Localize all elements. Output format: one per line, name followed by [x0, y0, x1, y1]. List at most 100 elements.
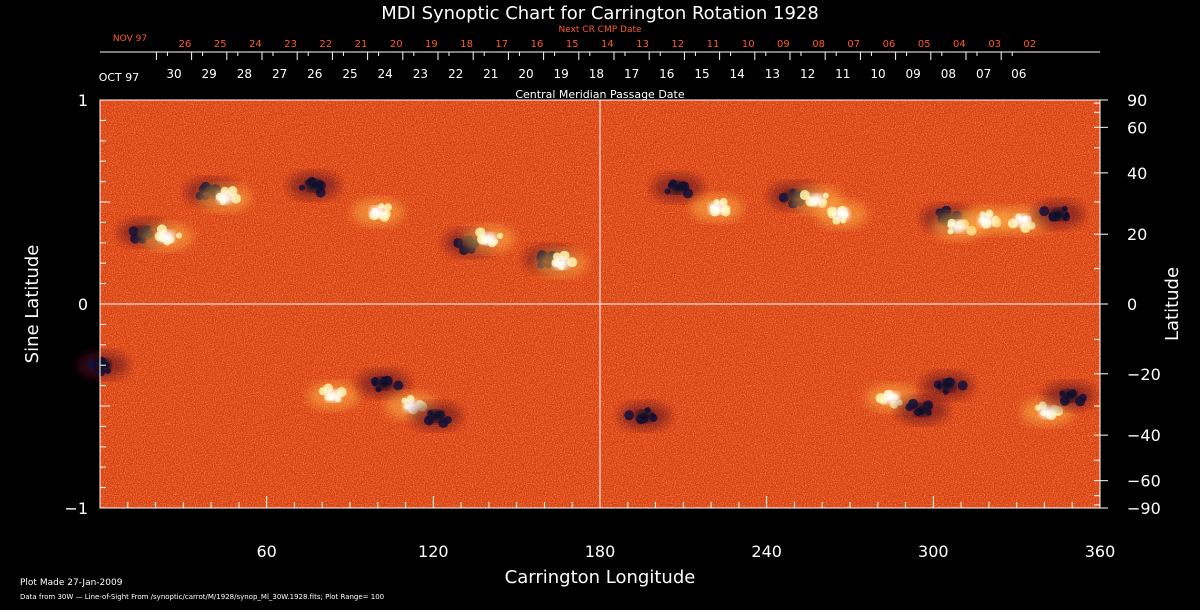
region-core	[1061, 389, 1078, 402]
cmp-date-label: 21	[483, 67, 498, 81]
y-right-tick-label: 40	[1127, 164, 1147, 183]
next-cr-date-label: 15	[566, 39, 579, 50]
next-cr-date-label: 05	[918, 39, 931, 50]
region-core	[808, 193, 825, 206]
next-cr-date-label: 19	[425, 39, 438, 50]
next-cr-date-label: 16	[531, 39, 544, 50]
region-core	[1014, 214, 1031, 227]
y-right-tick-label: −60	[1127, 472, 1161, 491]
negative-polarity-region	[921, 371, 974, 400]
region-core	[305, 179, 322, 192]
cmp-date-label: 25	[342, 67, 357, 81]
cmp-date-label: 07	[976, 67, 991, 81]
cmp-date-label: 29	[202, 67, 217, 81]
cmp-date-label: 23	[413, 67, 428, 81]
next-cr-date-label: 20	[390, 39, 403, 50]
y-right-tick-label: 60	[1127, 118, 1147, 137]
cmp-date-label: 17	[624, 67, 639, 81]
next-cr-date-label: 10	[742, 39, 755, 50]
x-axis: 60 120 180 240 300 360	[99, 496, 1115, 561]
x-tick-label: 180	[585, 542, 616, 561]
region-core	[1039, 406, 1056, 419]
region-blob	[130, 233, 141, 244]
cmp-date-label: 30	[166, 67, 181, 81]
negative-polarity-region	[287, 171, 340, 200]
cmp-date-label: 28	[237, 67, 252, 81]
cmp-date-label: 16	[659, 67, 674, 81]
next-cr-date-label: 08	[812, 39, 825, 50]
next-cr-date-label: 21	[355, 39, 368, 50]
negative-polarity-region	[1043, 381, 1096, 410]
x-tick-label: 120	[418, 542, 449, 561]
region-blob	[393, 380, 404, 391]
cmp-date-label: 26	[307, 67, 322, 81]
y-axis-right: 90 60 40 20 0 −20 −40 −60 −90	[1094, 91, 1161, 518]
y-left-tick-label: 0	[78, 295, 88, 314]
next-cr-date-label: 07	[847, 39, 860, 50]
y-right-tick-label: −20	[1127, 365, 1161, 384]
x-axis-title: Carrington Longitude	[505, 567, 696, 588]
region-core	[978, 214, 995, 227]
region-blob	[231, 193, 242, 204]
y-right-tick-label: 90	[1127, 91, 1147, 110]
region-core	[636, 410, 653, 423]
next-cr-date-label: 02	[1023, 39, 1036, 50]
next-cr-date-label: 03	[988, 39, 1001, 50]
region-blob	[624, 410, 635, 421]
cmp-date-label: 12	[800, 67, 815, 81]
positive-polarity-region	[140, 222, 193, 251]
next-cr-label: Next CR CMP Date	[558, 25, 642, 35]
cmp-date-label: 06	[1011, 67, 1026, 81]
data-source-note: Data from 30W — Line-of-Sight From /syno…	[20, 593, 385, 601]
y-left-tick-label: 1	[78, 91, 88, 110]
negative-polarity-region	[1032, 200, 1085, 229]
top-month-label: OCT 97	[99, 71, 140, 84]
negative-polarity-region	[618, 402, 671, 431]
cmp-date-label: 14	[730, 67, 745, 81]
next-cr-date-label: 24	[249, 39, 262, 50]
region-blob	[1039, 206, 1050, 217]
region-blob	[383, 203, 392, 212]
region-core	[369, 206, 386, 219]
y-left-tick-label: −1	[64, 499, 88, 518]
region-blob	[799, 190, 810, 201]
next-cr-date-label: 11	[707, 39, 720, 50]
y-axis-left-title: Sine Latitude	[22, 245, 43, 364]
cmp-dates: 30 29 28 27 26 25 24 23 22 21 20 19 18 17 16 15 14 13 12 11…	[155, 52, 1026, 81]
next-month-label: NOV 97	[113, 34, 147, 44]
x-tick-label: 240	[751, 542, 782, 561]
region-blob	[778, 192, 789, 203]
cmp-date-label: 20	[518, 67, 533, 81]
region-blob	[298, 184, 305, 191]
region-blob	[453, 237, 464, 248]
cmp-date-label: 19	[554, 67, 569, 81]
next-cr-dates: 26 25 24 23 22 21 20 19 18 17 16 15 14 13 12 11 10 09 08 07…	[166, 39, 1036, 56]
positive-polarity-region	[960, 206, 1013, 235]
region-blob	[86, 358, 97, 369]
region-core	[1050, 208, 1067, 221]
cmp-date-label: 11	[835, 67, 850, 81]
negative-polarity-region	[896, 396, 949, 425]
y-axis-right-title: Latitude	[1162, 267, 1183, 341]
negative-polarity-region	[410, 402, 463, 431]
region-blob	[875, 393, 886, 404]
region-core	[553, 257, 570, 270]
region-core	[428, 410, 445, 423]
region-blob	[497, 232, 504, 239]
cmp-date-label: 24	[378, 67, 393, 81]
y-right-tick-label: 20	[1127, 225, 1147, 244]
next-cr-date-label: 04	[953, 39, 966, 50]
next-cr-date-label: 09	[777, 39, 790, 50]
region-core	[325, 389, 342, 402]
region-core	[914, 404, 931, 417]
cmp-date-label: 15	[694, 67, 709, 81]
y-axis-left: 1 0 −1	[64, 91, 110, 518]
region-blob	[176, 232, 183, 239]
positive-polarity-region	[199, 183, 251, 212]
region-core	[375, 377, 392, 390]
region-core	[939, 379, 956, 392]
region-core	[669, 181, 686, 194]
positive-polarity-region	[690, 194, 743, 223]
region-blob	[908, 398, 919, 409]
